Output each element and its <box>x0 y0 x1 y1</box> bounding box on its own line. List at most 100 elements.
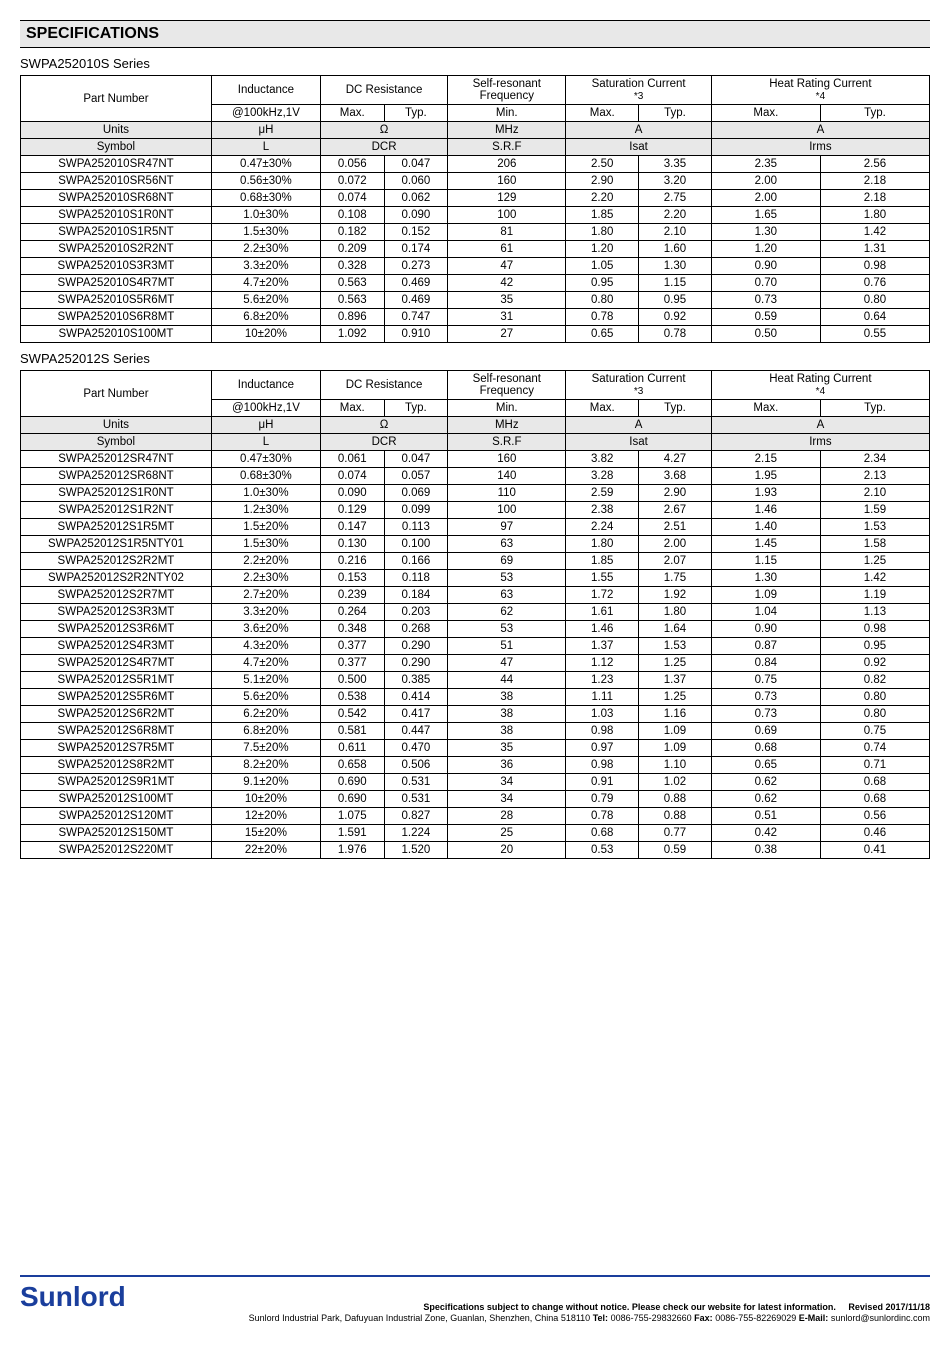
hdr-cond: @100kHz,1V <box>211 400 320 417</box>
cell-irt: 1.80 <box>820 207 929 224</box>
cell-dcrm: 0.147 <box>320 519 384 536</box>
table-row: SWPA252010S2R2NT2.2±30%0.2090.174611.201… <box>21 241 930 258</box>
cell-l: 0.56±30% <box>211 173 320 190</box>
cell-pn: SWPA252010S1R0NT <box>21 207 212 224</box>
cell-pn: SWPA252012SR68NT <box>21 468 212 485</box>
cell-dcrt: 0.184 <box>384 587 448 604</box>
cell-irm: 0.84 <box>711 655 820 672</box>
table-row: SWPA252010SR47NT0.47±30%0.0560.0472062.5… <box>21 156 930 173</box>
hdr-dcr: DC Resistance <box>320 76 447 105</box>
cell-srf: 140 <box>448 468 566 485</box>
cell-pn: SWPA252012S2R2NTY02 <box>21 570 212 587</box>
cell-dcrt: 0.152 <box>384 224 448 241</box>
cell-irm: 0.38 <box>711 842 820 859</box>
cell-satt: 1.09 <box>639 740 712 757</box>
cell-dcrm: 0.129 <box>320 502 384 519</box>
cell-satm: 1.05 <box>566 258 639 275</box>
cell-srf: 38 <box>448 706 566 723</box>
cell-dcrm: 0.538 <box>320 689 384 706</box>
symbol-sat: Isat <box>566 139 711 156</box>
table-row: SWPA252012S220MT22±20%1.9761.520200.530.… <box>21 842 930 859</box>
cell-dcrt: 0.069 <box>384 485 448 502</box>
cell-irm: 2.15 <box>711 451 820 468</box>
cell-satt: 0.88 <box>639 791 712 808</box>
cell-satt: 1.53 <box>639 638 712 655</box>
cell-irm: 0.65 <box>711 757 820 774</box>
cell-l: 0.47±30% <box>211 451 320 468</box>
cell-irt: 0.55 <box>820 326 929 343</box>
cell-irt: 1.31 <box>820 241 929 258</box>
cell-dcrt: 0.447 <box>384 723 448 740</box>
cell-dcrm: 0.108 <box>320 207 384 224</box>
cell-pn: SWPA252012S4R7MT <box>21 655 212 672</box>
cell-pn: SWPA252012S6R8MT <box>21 723 212 740</box>
table-row: SWPA252012S7R5MT7.5±20%0.6110.470350.971… <box>21 740 930 757</box>
cell-dcrt: 0.174 <box>384 241 448 258</box>
cell-dcrt: 0.469 <box>384 292 448 309</box>
cell-irt: 0.80 <box>820 292 929 309</box>
cell-l: 8.2±20% <box>211 757 320 774</box>
cell-dcrm: 0.182 <box>320 224 384 241</box>
cell-irt: 2.34 <box>820 451 929 468</box>
cell-pn: SWPA252012S1R5NTY01 <box>21 536 212 553</box>
cell-pn: SWPA252012S9R1MT <box>21 774 212 791</box>
cell-satt: 1.25 <box>639 689 712 706</box>
cell-satm: 1.37 <box>566 638 639 655</box>
cell-irm: 0.68 <box>711 740 820 757</box>
hdr-sat-max: Max. <box>566 105 639 122</box>
cell-irt: 2.18 <box>820 173 929 190</box>
table-row: SWPA252012S6R2MT6.2±20%0.5420.417381.031… <box>21 706 930 723</box>
units-srf: MHz <box>448 122 566 139</box>
hdr-irms-max: Max. <box>711 105 820 122</box>
symbol-sat: Isat <box>566 434 711 451</box>
section-title: SPECIFICATIONS <box>20 20 930 48</box>
cell-l: 10±20% <box>211 326 320 343</box>
cell-satt: 1.75 <box>639 570 712 587</box>
cell-srf: 38 <box>448 689 566 706</box>
cell-satt: 1.64 <box>639 621 712 638</box>
cell-l: 12±20% <box>211 808 320 825</box>
cell-satm: 2.59 <box>566 485 639 502</box>
cell-pn: SWPA252010SR47NT <box>21 156 212 173</box>
cell-pn: SWPA252012S6R2MT <box>21 706 212 723</box>
cell-satm: 0.80 <box>566 292 639 309</box>
hdr-partnumber: Part Number <box>21 76 212 122</box>
table-row: SWPA252012S2R2MT2.2±20%0.2160.166691.852… <box>21 553 930 570</box>
hdr-sat-max: Max. <box>566 400 639 417</box>
cell-satm: 3.28 <box>566 468 639 485</box>
cell-dcrm: 0.264 <box>320 604 384 621</box>
cell-irm: 0.75 <box>711 672 820 689</box>
cell-l: 2.2±30% <box>211 570 320 587</box>
cell-irm: 1.04 <box>711 604 820 621</box>
hdr-irms-typ: Typ. <box>820 105 929 122</box>
table-row: SWPA252012S2R2NTY022.2±30%0.1530.118531.… <box>21 570 930 587</box>
table-row: SWPA252012S9R1MT9.1±20%0.6900.531340.911… <box>21 774 930 791</box>
cell-dcrt: 0.417 <box>384 706 448 723</box>
email-value: sunlord@sunlordinc.com <box>831 1313 930 1323</box>
cell-irt: 0.64 <box>820 309 929 326</box>
symbol-srf: S.R.F <box>448 434 566 451</box>
hdr-dcr: DC Resistance <box>320 371 447 400</box>
symbol-dcr: DCR <box>320 434 447 451</box>
spec-table-1: Part Number Inductance DC Resistance Sel… <box>20 75 930 343</box>
cell-l: 1.5±30% <box>211 536 320 553</box>
table-row: SWPA252012S1R2NT1.2±30%0.1290.0991002.38… <box>21 502 930 519</box>
table-row: SWPA252012S6R8MT6.8±20%0.5810.447380.981… <box>21 723 930 740</box>
cell-satt: 3.35 <box>639 156 712 173</box>
cell-dcrm: 0.328 <box>320 258 384 275</box>
cell-satm: 1.46 <box>566 621 639 638</box>
cell-satm: 1.12 <box>566 655 639 672</box>
hdr-partnumber: Part Number <box>21 371 212 417</box>
cell-irm: 1.09 <box>711 587 820 604</box>
cell-pn: SWPA252012S7R5MT <box>21 740 212 757</box>
cell-irm: 1.65 <box>711 207 820 224</box>
cell-l: 5.1±20% <box>211 672 320 689</box>
cell-satt: 0.78 <box>639 326 712 343</box>
table-row: SWPA252012S8R2MT8.2±20%0.6580.506360.981… <box>21 757 930 774</box>
cell-irm: 1.30 <box>711 570 820 587</box>
cell-l: 4.7±20% <box>211 275 320 292</box>
cell-dcrm: 1.092 <box>320 326 384 343</box>
table-row: SWPA252012S4R7MT4.7±20%0.3770.290471.121… <box>21 655 930 672</box>
cell-l: 2.2±30% <box>211 241 320 258</box>
hdr-irms-max: Max. <box>711 400 820 417</box>
